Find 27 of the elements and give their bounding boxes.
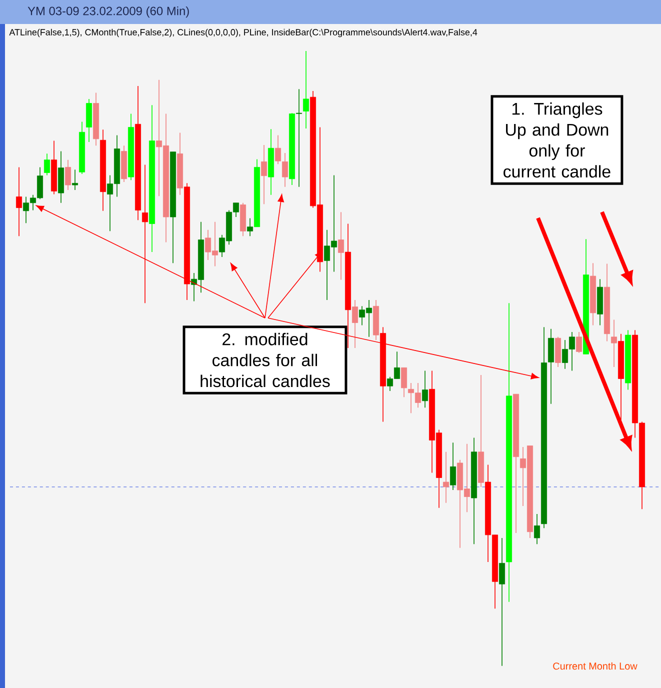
candlestick	[352, 300, 358, 348]
candlestick	[548, 328, 554, 404]
candlestick	[450, 442, 456, 490]
candlestick	[400, 367, 407, 398]
candlestick	[338, 212, 344, 280]
candlestick	[610, 319, 617, 368]
candlestick	[282, 152, 288, 188]
candlestick	[86, 98, 92, 142]
candlestick	[260, 144, 267, 204]
candlestick	[302, 50, 309, 129]
candlestick	[296, 88, 302, 188]
chart-title: YM 03-09 23.02.2009 (60 Min)	[28, 6, 189, 18]
candlestick	[246, 218, 253, 236]
candlestick	[498, 538, 505, 666]
annotation: 1. Triangles Up and Down only for current candle	[503, 102, 610, 178]
annotation: 2. modified candles for all historical candles	[200, 332, 330, 388]
candlestick	[274, 134, 281, 165]
candlestick	[422, 370, 428, 408]
candlestick	[576, 332, 582, 354]
candlestick	[64, 159, 71, 190]
candlestick	[534, 514, 540, 545]
candlestick	[16, 166, 22, 236]
chart-subtitle: ATLine(False,1,5), CMonth(True,False,2), CLines(0,0,0,0), PLine, InsideBar(C:\Programme\sounds\Alert4.wav,False,4	[9, 28, 478, 38]
candlestick	[442, 451, 449, 504]
candlestick	[72, 169, 78, 190]
annotation: Current Month Low	[553, 662, 638, 670]
candlestick	[44, 153, 50, 176]
